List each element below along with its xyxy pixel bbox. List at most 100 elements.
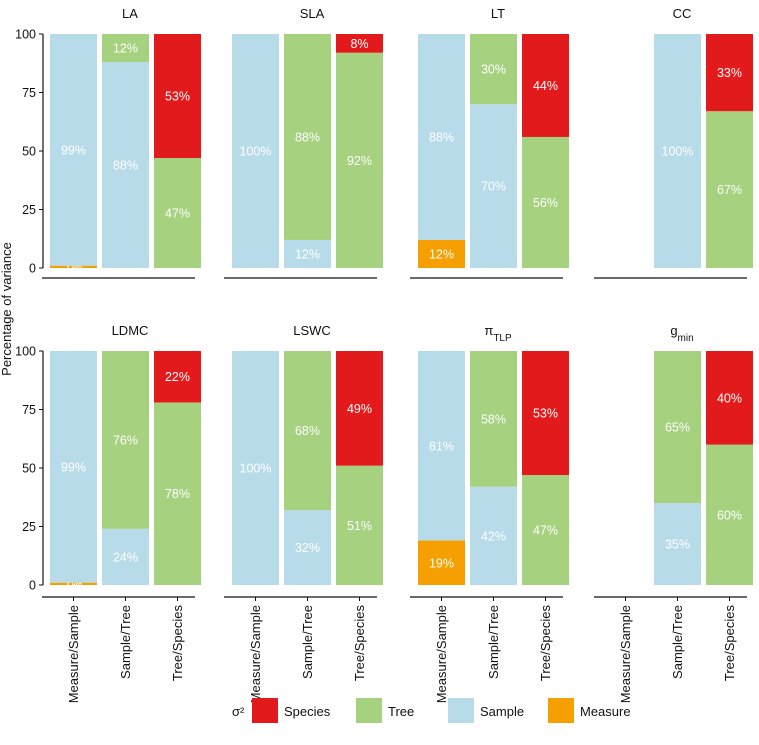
y-tick-label: 25 <box>22 520 36 534</box>
data-label: 100% <box>662 145 694 159</box>
legend-title: σ² <box>232 704 245 719</box>
bar-segment-tree <box>706 111 753 268</box>
bar-segment-sample <box>654 503 701 585</box>
bar-segment-sample <box>232 351 279 585</box>
x-tick-label: Measure/Sample <box>248 605 263 703</box>
x-tick-label: Sample/Tree <box>486 605 501 679</box>
bar-segment-species <box>522 34 569 137</box>
bar-segment-species <box>154 351 201 403</box>
bar-segment-tree <box>470 351 517 487</box>
x-tick-label: Sample/Tree <box>118 605 133 679</box>
bar-segment-sample <box>470 486 517 585</box>
y-tick-label: 0 <box>29 262 36 276</box>
bar-segment-tree <box>336 52 383 268</box>
data-label: 12% <box>429 247 454 261</box>
legend-swatch-measure <box>548 698 574 723</box>
bar-segment-tree <box>154 402 201 585</box>
y-tick-label: 50 <box>22 462 36 476</box>
data-label: 100% <box>240 462 272 476</box>
data-label: 99% <box>61 460 86 474</box>
y-tick-label: 25 <box>22 203 36 217</box>
panel-title: SLA <box>300 6 325 21</box>
x-tick-label: Tree/Species <box>170 605 185 682</box>
bar-segment-species <box>706 34 753 112</box>
data-label: 70% <box>481 180 506 194</box>
data-label: 88% <box>295 130 320 144</box>
data-label: 19% <box>429 556 454 570</box>
data-label: 92% <box>347 154 372 168</box>
legend-label-measure: Measure <box>580 704 631 719</box>
data-label: 35% <box>665 538 690 552</box>
x-tick-label: Tree/Species <box>352 605 367 682</box>
y-tick-label: 100 <box>15 345 36 359</box>
x-tick-label: Tree/Species <box>538 605 553 682</box>
panel-1: SLA 100% 12% 88% 92% 8% <box>224 6 383 279</box>
y-tick-label: 75 <box>22 403 36 417</box>
bar-segment-sample <box>50 34 97 266</box>
panel-7: gmin 35% 65% 60% 40% Measure/Sample Sample/Tre… <box>594 323 753 703</box>
legend-swatch-tree <box>356 698 382 723</box>
data-label: 49% <box>347 402 372 416</box>
x-tick-label: Tree/Species <box>722 605 737 682</box>
bar-segment-tree <box>470 34 517 105</box>
data-label: 12% <box>295 247 320 261</box>
legend-label-sample: Sample <box>480 704 524 719</box>
bar-segment-species <box>706 351 753 445</box>
data-label: 40% <box>717 391 742 405</box>
bar-segment-measure <box>418 239 465 268</box>
data-label: 58% <box>481 412 506 426</box>
legend-label-species: Species <box>284 704 331 719</box>
bar-segment-measure <box>50 265 97 268</box>
data-label: 32% <box>295 541 320 555</box>
bar-segment-tree <box>336 465 383 585</box>
legend-label-tree: Tree <box>388 704 414 719</box>
panel-4: LDMC1%99%24%76%78%22%0255075100Measure/S… <box>15 323 201 703</box>
data-label: 24% <box>113 550 138 564</box>
data-label: 47% <box>165 207 190 221</box>
bar-segment-measure <box>50 582 97 585</box>
bar-segment-sample <box>418 351 465 541</box>
data-label: 8% <box>350 37 368 51</box>
data-label: 53% <box>533 407 558 421</box>
data-label: 78% <box>165 487 190 501</box>
data-label: 67% <box>717 183 742 197</box>
bar-segment-sample <box>470 104 517 268</box>
bar-segment-sample <box>50 351 97 583</box>
data-label: 100% <box>240 145 272 159</box>
data-label: 56% <box>533 196 558 210</box>
panel-title: πTLP <box>484 323 512 344</box>
data-label: 44% <box>533 79 558 93</box>
legend-swatch-species <box>252 698 278 723</box>
y-tick-label: 100 <box>15 28 36 42</box>
bar-segment-sample <box>284 239 331 268</box>
bar-segment-sample <box>654 34 701 268</box>
panel-5: LSWC 100% 32% 68% 51% 49% Measure/Sample Sample… <box>224 323 383 703</box>
x-tick-label: Sample/Tree <box>670 605 685 679</box>
data-label: 76% <box>113 433 138 447</box>
bar-segment-tree <box>654 351 701 504</box>
bar-segment-species <box>154 34 201 159</box>
bar-segment-sample <box>102 62 149 268</box>
x-tick-label: Measure/Sample <box>618 605 633 703</box>
bar-segment-tree <box>284 34 331 240</box>
data-label: 65% <box>665 421 690 435</box>
bar-segment-tree <box>154 158 201 268</box>
data-label: 42% <box>481 529 506 543</box>
y-tick-label: 75 <box>22 86 36 100</box>
panel-title: LSWC <box>293 323 331 338</box>
panel-3: CC 100% 67% 33% <box>594 6 753 279</box>
panel-title: LDMC <box>112 323 149 338</box>
x-tick-label: Measure/Sample <box>66 605 81 703</box>
bar-segment-sample <box>418 34 465 240</box>
data-label: 47% <box>533 524 558 538</box>
panel-6: πTLP 19% 81% 42% 58% 47% 53% Measure/Sample Samp… <box>410 323 569 703</box>
bar-segment-sample <box>232 34 279 268</box>
data-label: 81% <box>429 439 454 453</box>
data-label: 30% <box>481 63 506 77</box>
bar-segment-species <box>336 34 383 53</box>
y-axis-label: Percentage of variance <box>0 242 14 376</box>
x-tick-label: Measure/Sample <box>434 605 449 703</box>
legend: σ² Species Tree Sample Measure <box>232 698 631 723</box>
